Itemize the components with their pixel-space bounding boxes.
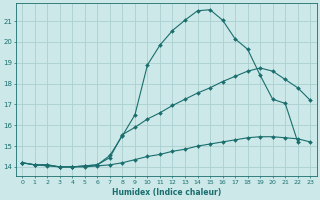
X-axis label: Humidex (Indice chaleur): Humidex (Indice chaleur)	[112, 188, 221, 197]
